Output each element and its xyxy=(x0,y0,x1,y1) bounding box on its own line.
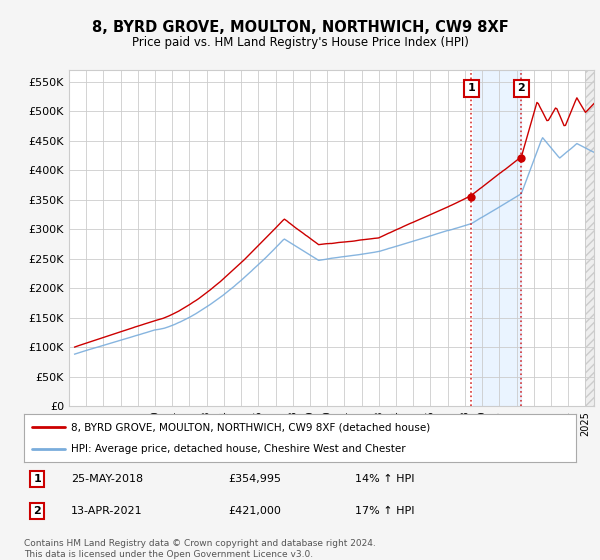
Text: £421,000: £421,000 xyxy=(228,506,281,516)
Text: 13-APR-2021: 13-APR-2021 xyxy=(71,506,143,516)
Text: 14% ↑ HPI: 14% ↑ HPI xyxy=(355,474,415,484)
Text: 25-MAY-2018: 25-MAY-2018 xyxy=(71,474,143,484)
Text: Price paid vs. HM Land Registry's House Price Index (HPI): Price paid vs. HM Land Registry's House … xyxy=(131,36,469,49)
Text: 1: 1 xyxy=(467,83,475,94)
Text: HPI: Average price, detached house, Cheshire West and Chester: HPI: Average price, detached house, Ches… xyxy=(71,444,406,454)
Text: 2: 2 xyxy=(34,506,41,516)
Text: 17% ↑ HPI: 17% ↑ HPI xyxy=(355,506,415,516)
Text: £354,995: £354,995 xyxy=(228,474,281,484)
Polygon shape xyxy=(586,70,594,406)
Text: 8, BYRD GROVE, MOULTON, NORTHWICH, CW9 8XF: 8, BYRD GROVE, MOULTON, NORTHWICH, CW9 8… xyxy=(92,20,508,35)
Text: 1: 1 xyxy=(34,474,41,484)
Text: 2: 2 xyxy=(517,83,525,94)
Text: 8, BYRD GROVE, MOULTON, NORTHWICH, CW9 8XF (detached house): 8, BYRD GROVE, MOULTON, NORTHWICH, CW9 8… xyxy=(71,422,430,432)
Text: Contains HM Land Registry data © Crown copyright and database right 2024.
This d: Contains HM Land Registry data © Crown c… xyxy=(24,539,376,559)
